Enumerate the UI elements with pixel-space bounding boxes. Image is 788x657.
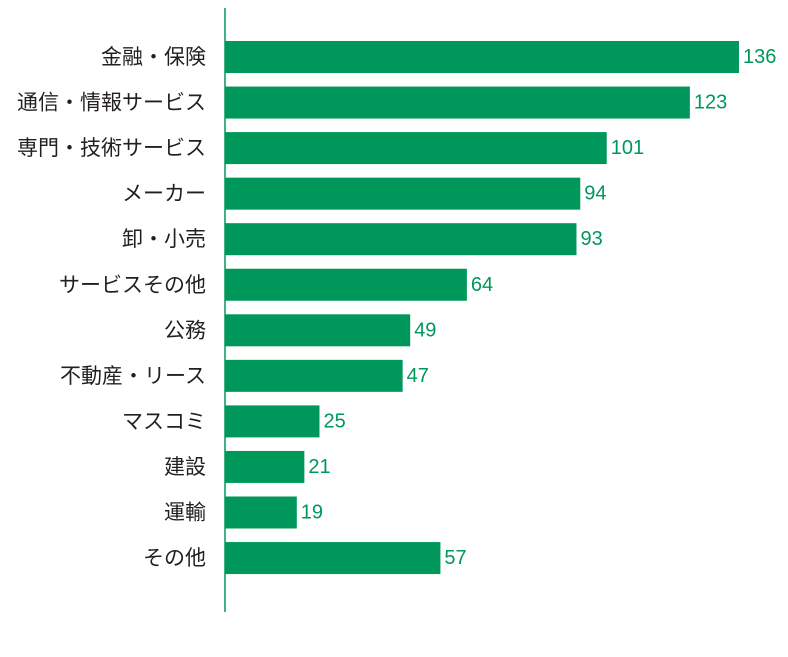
value-label: 101 xyxy=(611,137,644,159)
bar xyxy=(225,223,577,256)
bars xyxy=(225,41,739,575)
value-label: 136 xyxy=(743,46,776,68)
bar xyxy=(225,268,467,301)
category-label: メーカー xyxy=(122,182,206,206)
category-label: サービスその他 xyxy=(59,273,206,297)
bar xyxy=(225,496,297,529)
category-label: 運輸 xyxy=(164,501,206,525)
category-label: マスコミ xyxy=(122,409,206,433)
value-label: 123 xyxy=(694,92,727,114)
value-label: 94 xyxy=(584,183,606,205)
value-label: 49 xyxy=(414,319,436,341)
bar xyxy=(225,450,305,483)
category-label: その他 xyxy=(143,546,206,570)
value-labels: 136 123 101 94 93 64 49 47 25 21 19 57 xyxy=(301,46,777,569)
value-label: 57 xyxy=(444,547,466,569)
category-label: 公務 xyxy=(164,318,206,342)
category-label: 金融・保険 xyxy=(101,45,206,69)
value-label: 47 xyxy=(407,365,429,387)
value-label: 93 xyxy=(580,228,602,250)
bar xyxy=(225,359,403,392)
category-label: 不動産・リース xyxy=(60,364,206,388)
bar xyxy=(225,41,739,73)
category-label: 建設 xyxy=(164,455,206,479)
value-label: 21 xyxy=(308,456,330,478)
category-label: 卸・小売 xyxy=(122,227,206,251)
bar xyxy=(225,314,411,347)
value-label: 19 xyxy=(301,502,323,524)
value-label: 25 xyxy=(323,410,345,432)
bar xyxy=(225,86,690,119)
category-label: 専門・技術サービス xyxy=(17,136,206,160)
bar xyxy=(225,405,320,438)
bar xyxy=(225,177,581,210)
bar xyxy=(225,132,607,165)
category-label: 通信・情報サービス xyxy=(17,91,206,115)
category-labels: 金融・保険通信・情報サービス専門・技術サービスメーカー卸・小売サービスその他公務… xyxy=(17,45,206,570)
value-label: 64 xyxy=(471,274,493,296)
bar xyxy=(225,542,441,575)
